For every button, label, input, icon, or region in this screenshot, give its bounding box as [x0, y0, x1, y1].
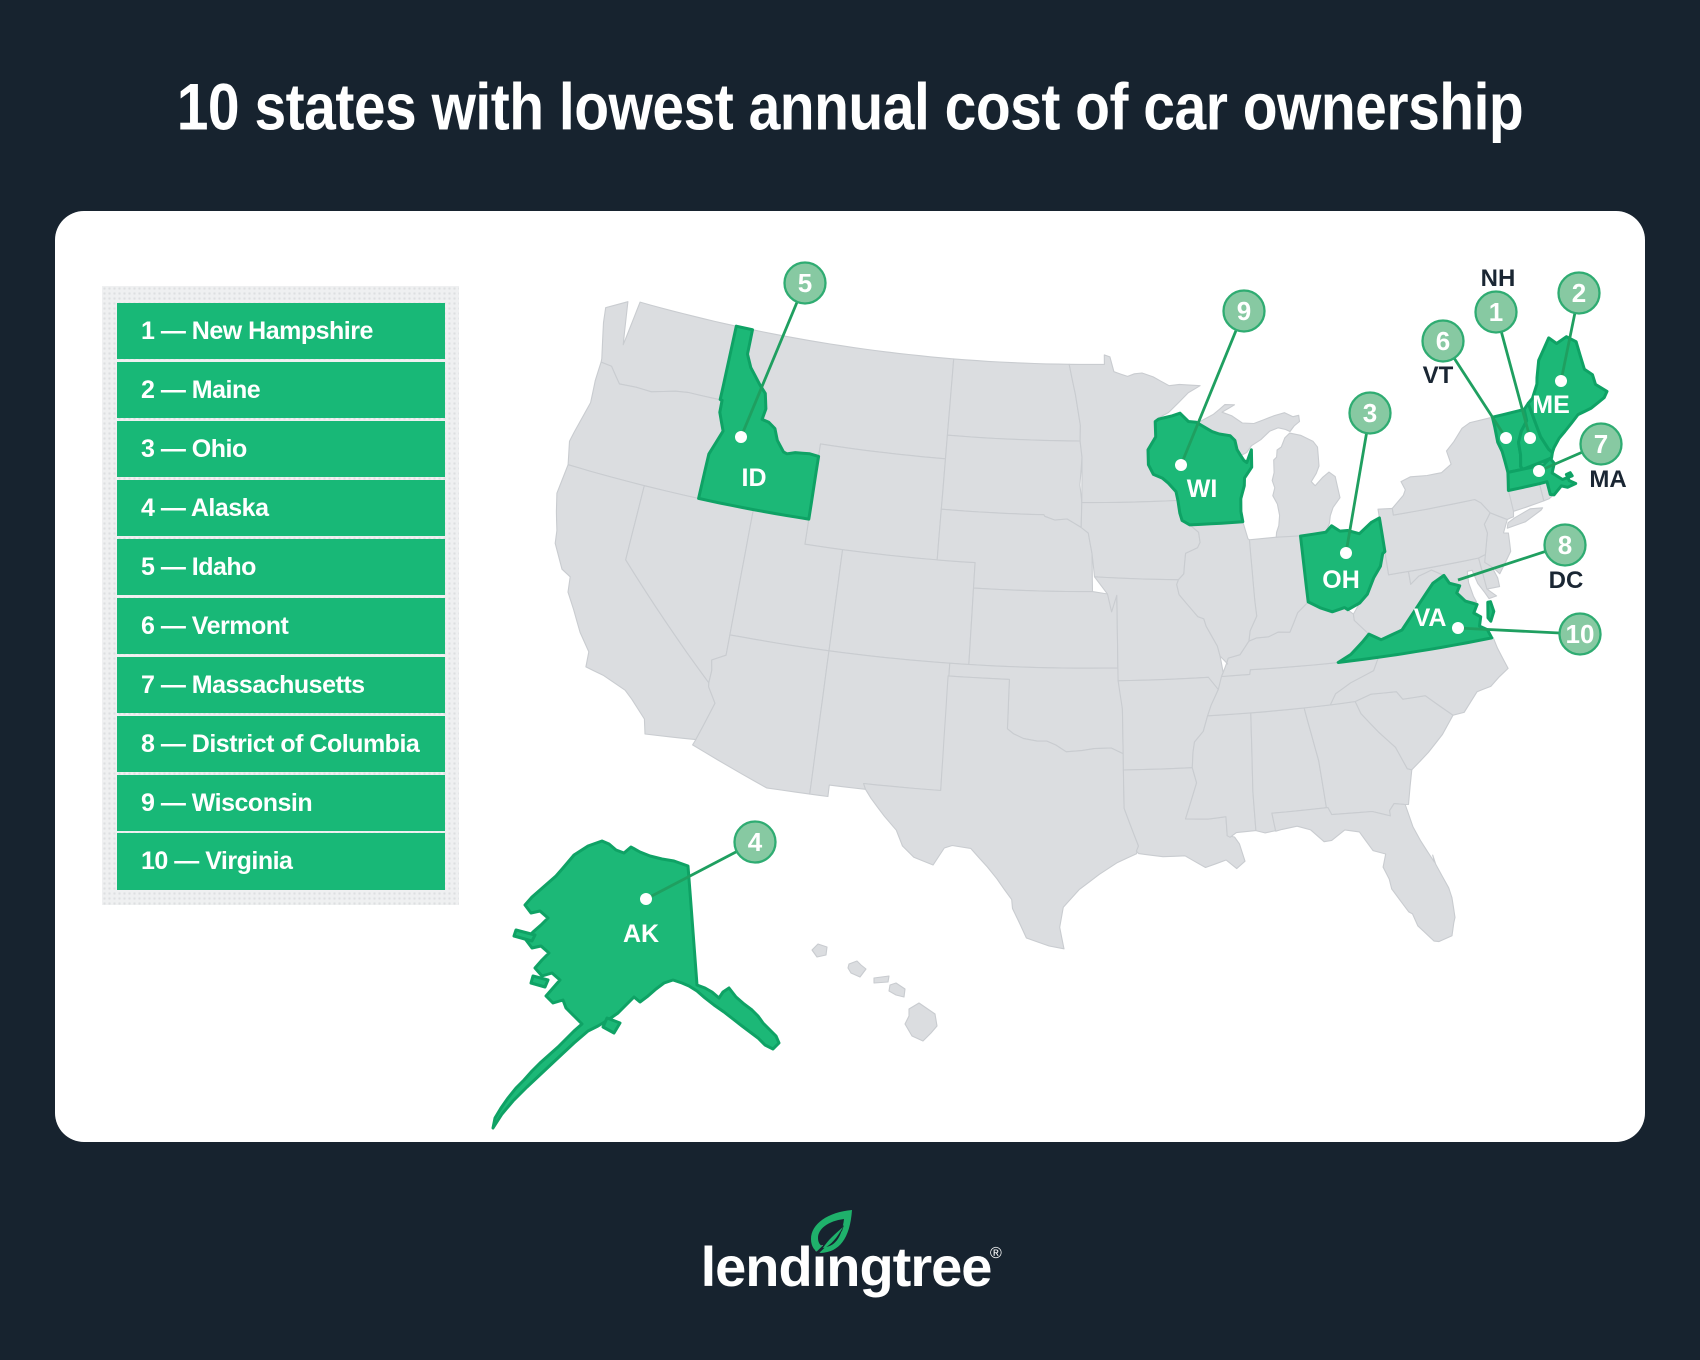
- svg-text:lendingtree: lendingtree: [701, 1235, 992, 1298]
- svg-text:ID: ID: [742, 464, 767, 492]
- svg-text:NH: NH: [1481, 265, 1516, 292]
- svg-text:OH: OH: [1322, 566, 1360, 594]
- svg-text:5: 5: [798, 268, 812, 298]
- svg-text:8: 8: [1558, 530, 1572, 560]
- svg-text:VA: VA: [1414, 604, 1447, 632]
- svg-text:9: 9: [1237, 296, 1251, 326]
- svg-text:3: 3: [1363, 398, 1377, 428]
- svg-text:AK: AK: [623, 920, 659, 948]
- svg-text:WI: WI: [1187, 475, 1218, 503]
- svg-text:2: 2: [1572, 278, 1586, 308]
- svg-text:ME: ME: [1532, 391, 1570, 419]
- svg-text:DC: DC: [1549, 567, 1584, 594]
- svg-text:VT: VT: [1423, 362, 1454, 389]
- svg-text:MA: MA: [1589, 466, 1626, 493]
- svg-text:1: 1: [1489, 297, 1503, 327]
- svg-text:7: 7: [1594, 429, 1608, 459]
- svg-text:10: 10: [1566, 619, 1595, 649]
- svg-text:®: ®: [990, 1245, 1002, 1262]
- svg-text:6: 6: [1436, 326, 1450, 356]
- svg-text:4: 4: [748, 827, 763, 857]
